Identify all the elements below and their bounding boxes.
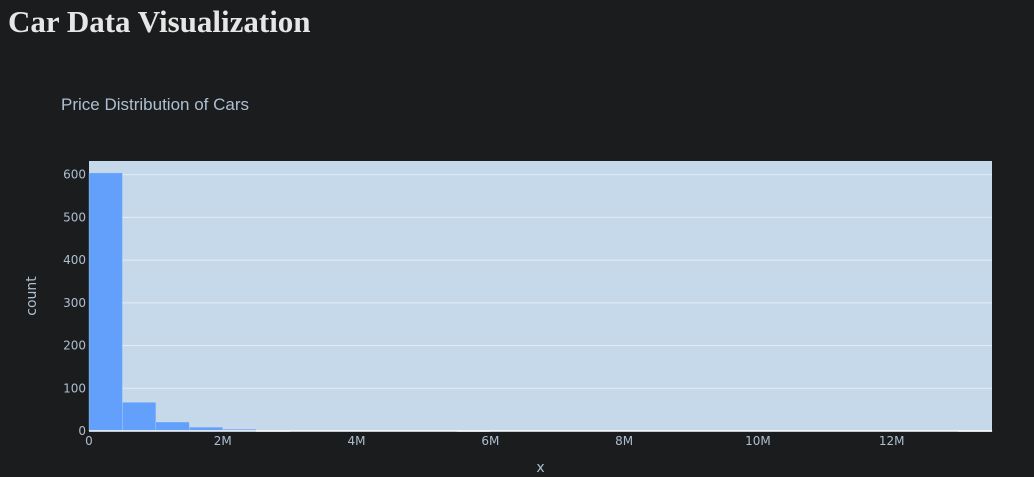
x-axis-ticks: 0 2M 4M 6M 8M 10M 12M (85, 434, 904, 448)
y-tick-label: 200 (63, 339, 86, 353)
x-axis-title: x (536, 460, 544, 476)
x-tick-label: 6M (481, 434, 499, 448)
y-tick-label: 100 (63, 381, 86, 395)
x-tick-label: 12M (879, 434, 905, 448)
y-tick-label: 300 (63, 296, 86, 310)
x-tick-label: 10M (745, 434, 771, 448)
page-heading: Car Data Visualization (8, 4, 311, 39)
chart-title: Price Distribution of Cars (61, 95, 249, 114)
histogram-bar (88, 172, 123, 432)
histogram-bar (155, 421, 190, 432)
gridlines (89, 174, 992, 389)
x-tick-label: 4M (348, 434, 366, 448)
y-axis-title: count (24, 276, 40, 316)
histogram-bar (122, 402, 157, 432)
y-axis-ticks: 0 100 200 300 400 500 600 (63, 168, 86, 438)
x-tick-label: 0 (85, 434, 93, 448)
y-tick-label: 500 (63, 210, 86, 224)
plot-background (89, 161, 992, 431)
x-tick-label: 8M (615, 434, 633, 448)
y-tick-label: 400 (63, 253, 86, 267)
x-tick-label: 2M (214, 434, 232, 448)
y-tick-label: 600 (63, 168, 86, 182)
y-tick-label: 0 (78, 424, 86, 438)
